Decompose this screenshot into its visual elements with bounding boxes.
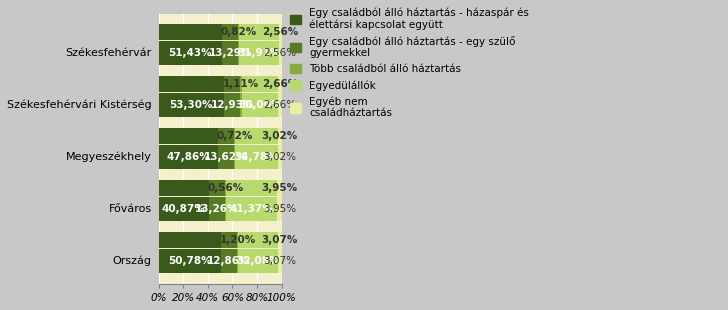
Bar	[278, 249, 282, 273]
Bar	[238, 24, 240, 40]
Text: 3,02%: 3,02%	[262, 131, 298, 141]
Bar	[222, 41, 238, 65]
Bar	[279, 93, 282, 117]
Bar	[240, 76, 242, 92]
Bar	[209, 180, 225, 196]
Text: 3,95%: 3,95%	[263, 204, 296, 214]
Bar	[222, 24, 238, 40]
Bar	[226, 180, 277, 196]
Text: 1,20%: 1,20%	[220, 235, 256, 245]
Bar	[242, 93, 279, 117]
Bar	[159, 180, 209, 196]
Text: 41,37%: 41,37%	[229, 204, 273, 214]
Bar	[277, 180, 282, 196]
Bar	[221, 249, 237, 273]
Bar	[234, 145, 235, 169]
Text: 32,08%: 32,08%	[237, 256, 280, 266]
Bar	[159, 197, 209, 221]
Bar	[238, 41, 240, 65]
Text: 2,56%: 2,56%	[264, 48, 297, 58]
Bar	[239, 249, 278, 273]
Text: 3,95%: 3,95%	[261, 183, 298, 193]
Text: 47,86%: 47,86%	[166, 152, 210, 162]
Text: 31,91%: 31,91%	[237, 48, 281, 58]
Text: 3,02%: 3,02%	[264, 152, 296, 162]
Text: 1,11%: 1,11%	[223, 79, 259, 89]
Bar	[159, 93, 224, 117]
Bar	[234, 128, 235, 144]
Legend: Egy családból álló háztartás - házaspár és
élettársi kapcsolat együtt, Egy csalá: Egy családból álló háztartás - házaspár …	[288, 5, 531, 121]
Text: 12,93%: 12,93%	[210, 100, 254, 110]
Text: 34,78%: 34,78%	[234, 152, 279, 162]
Text: 3,07%: 3,07%	[261, 235, 298, 245]
Bar	[218, 128, 234, 144]
Text: 3,07%: 3,07%	[264, 256, 296, 266]
Bar	[277, 197, 282, 221]
Text: 30,00%: 30,00%	[238, 100, 282, 110]
Bar	[237, 232, 239, 248]
Bar	[159, 41, 222, 65]
Bar	[278, 145, 282, 169]
Text: 13,62%: 13,62%	[204, 152, 248, 162]
Bar	[278, 232, 282, 248]
Text: 40,87%: 40,87%	[162, 204, 205, 214]
Text: 0,72%: 0,72%	[216, 131, 253, 141]
Bar	[240, 24, 279, 40]
Bar	[218, 145, 234, 169]
Bar	[159, 249, 221, 273]
Bar	[224, 76, 240, 92]
Text: 50,78%: 50,78%	[168, 256, 212, 266]
Bar	[239, 232, 278, 248]
Bar	[240, 93, 242, 117]
Bar	[159, 76, 224, 92]
Bar	[209, 197, 225, 221]
Text: 13,26%: 13,26%	[195, 204, 239, 214]
Bar	[159, 24, 222, 40]
Text: 2,66%: 2,66%	[264, 100, 297, 110]
Bar	[159, 128, 218, 144]
Bar	[240, 41, 279, 65]
Bar	[278, 128, 282, 144]
Text: 2,66%: 2,66%	[262, 79, 298, 89]
Bar	[235, 128, 278, 144]
Bar	[279, 24, 282, 40]
Bar	[242, 76, 279, 92]
Bar	[159, 145, 218, 169]
Bar	[159, 232, 221, 248]
Bar	[226, 197, 277, 221]
Text: 51,43%: 51,43%	[168, 48, 212, 58]
Text: 13,29%: 13,29%	[208, 48, 252, 58]
Text: 12,86%: 12,86%	[207, 256, 250, 266]
Bar	[279, 76, 282, 92]
Bar	[221, 232, 237, 248]
Text: 0,82%: 0,82%	[221, 27, 257, 37]
Text: 53,30%: 53,30%	[170, 100, 213, 110]
Bar	[279, 41, 282, 65]
Bar	[235, 145, 278, 169]
Bar	[237, 249, 239, 273]
Bar	[224, 93, 240, 117]
Text: 0,56%: 0,56%	[207, 183, 244, 193]
Text: 2,56%: 2,56%	[262, 27, 298, 37]
